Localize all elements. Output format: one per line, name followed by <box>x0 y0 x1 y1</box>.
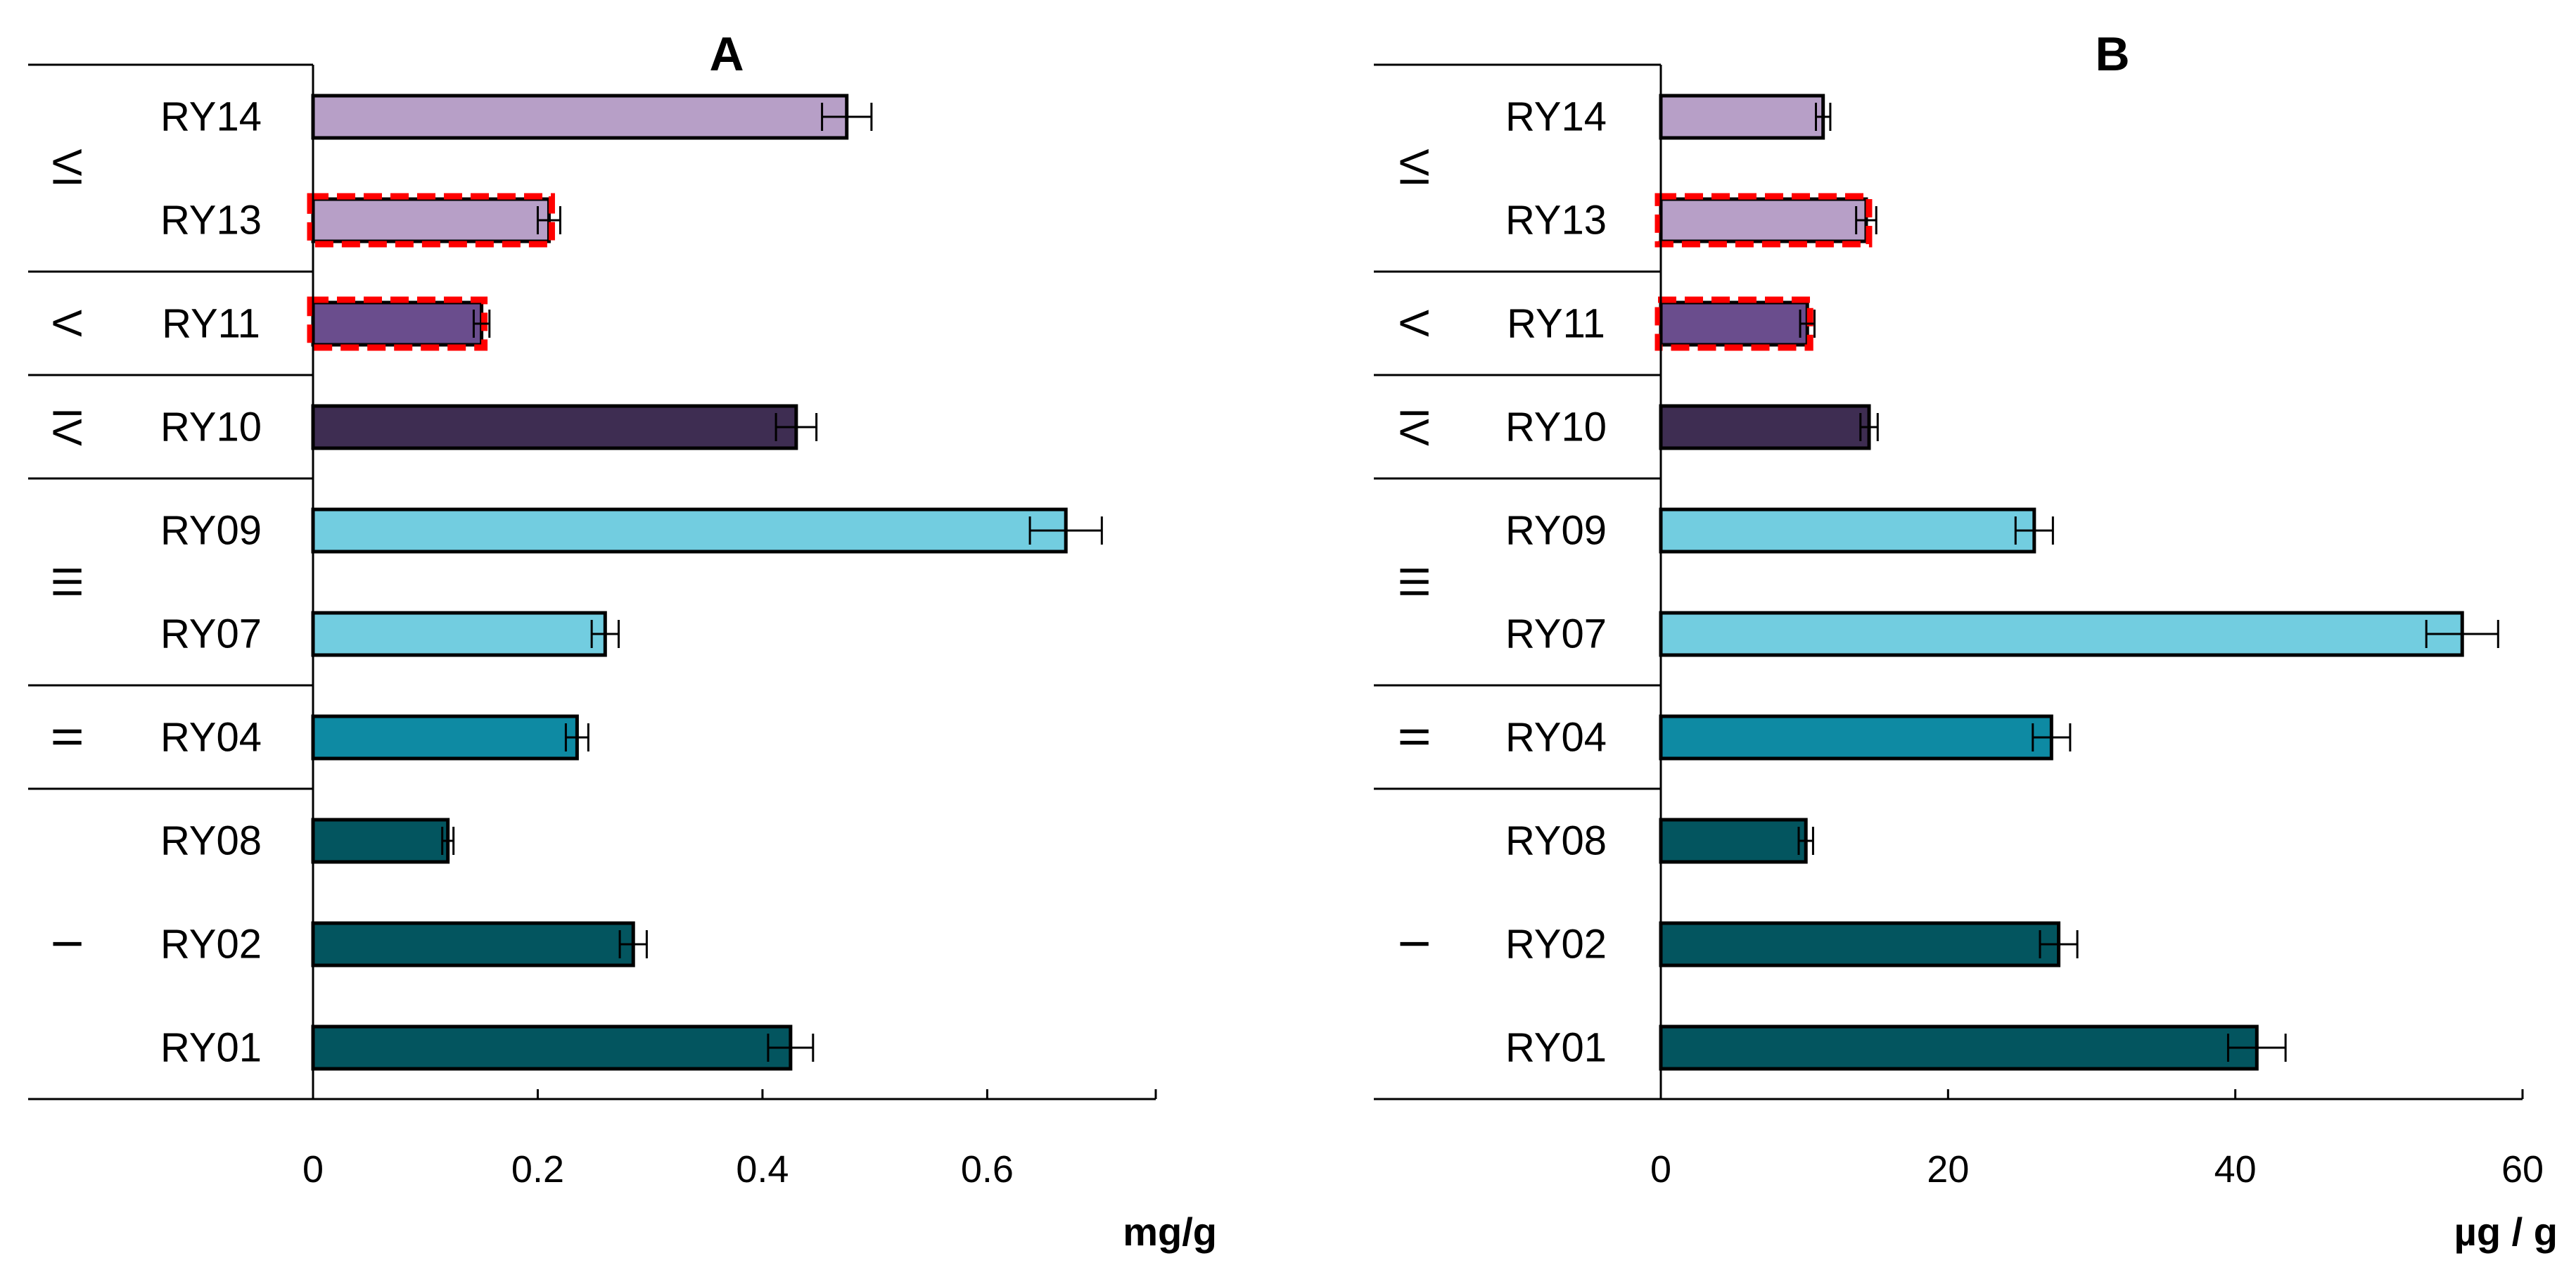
group-label: I <box>1391 938 1437 949</box>
bar-ry04 <box>1659 714 2053 761</box>
panel-b: BVIVIVIIIIIIRY14RY13RY11RY10RY09RY07RY04… <box>1374 27 2558 1254</box>
category-label: RY01 <box>1505 1025 1607 1071</box>
group-label: I <box>44 938 90 949</box>
category-label: RY09 <box>1505 508 1607 554</box>
category-label: RY07 <box>1505 611 1607 657</box>
x-tick-label: 60 <box>2501 1148 2544 1191</box>
category-label: RY10 <box>1505 405 1607 450</box>
category-label: RY08 <box>160 818 262 864</box>
bar-ry04 <box>311 714 579 761</box>
category-label: RY02 <box>160 922 262 967</box>
bar-ry11 <box>1659 300 1809 347</box>
bar-ry11 <box>311 300 484 347</box>
highlight-outline <box>307 193 555 248</box>
bar-ry10 <box>311 404 798 450</box>
chart-title: A <box>709 27 744 81</box>
x-axis-unit: µg / g <box>2454 1210 2558 1254</box>
bar-ry01 <box>311 1024 793 1071</box>
x-axis-unit: mg/g <box>1123 1210 1217 1254</box>
x-tick-label: 20 <box>1927 1148 1969 1191</box>
group-label: V <box>44 310 90 337</box>
group-label: VI <box>1391 149 1437 188</box>
group-label: II <box>1391 725 1437 748</box>
bar-ry02 <box>1659 921 2061 967</box>
bar-ry10 <box>1659 404 1871 450</box>
group-label: II <box>44 725 90 748</box>
category-label: RY10 <box>160 405 262 450</box>
bar-ry08 <box>1659 818 1808 864</box>
bar-ry02 <box>311 921 635 967</box>
group-label: III <box>1391 565 1437 599</box>
group-label: V <box>1391 310 1437 337</box>
category-label: RY04 <box>160 715 262 761</box>
group-label: IV <box>44 407 90 446</box>
group-label: III <box>44 565 90 599</box>
category-label: RY01 <box>160 1025 262 1071</box>
highlight-outline <box>1654 193 1873 248</box>
bar-ry14 <box>311 94 849 140</box>
x-tick-label: 0 <box>302 1148 324 1191</box>
bar-ry01 <box>1659 1024 2259 1071</box>
bar-ry09 <box>1659 507 2036 554</box>
x-tick-label: 40 <box>2214 1148 2257 1191</box>
x-tick-label: 0 <box>1650 1148 1671 1191</box>
category-label: RY07 <box>160 611 262 657</box>
bar-ry14 <box>1659 94 1825 140</box>
category-label: RY09 <box>160 508 262 554</box>
bar-ry13 <box>1659 197 1868 243</box>
category-label: RY11 <box>162 301 260 347</box>
chart-title: B <box>2095 27 2129 81</box>
x-tick-label: 0.2 <box>511 1148 564 1191</box>
category-label: RY04 <box>1505 715 1607 761</box>
category-label: RY14 <box>1505 94 1607 140</box>
category-label: RY08 <box>1505 818 1607 864</box>
x-tick-label: 0.4 <box>736 1148 789 1191</box>
bar-ry08 <box>311 818 450 864</box>
bar-ry13 <box>311 197 551 243</box>
category-label: RY13 <box>160 198 262 243</box>
group-label: VI <box>44 149 90 188</box>
group-label: IV <box>1391 407 1437 446</box>
category-label: RY02 <box>1505 922 1607 967</box>
category-label: RY14 <box>160 94 262 140</box>
category-label: RY11 <box>1507 301 1605 347</box>
bar-ry09 <box>311 507 1068 554</box>
bar-ry07 <box>1659 611 2464 657</box>
x-tick-label: 0.6 <box>961 1148 1014 1191</box>
category-label: RY13 <box>1505 198 1607 243</box>
bar-ry07 <box>311 611 607 657</box>
panel-a: AVIVIVIIIIIIRY14RY13RY11RY10RY09RY07RY04… <box>28 27 1217 1254</box>
